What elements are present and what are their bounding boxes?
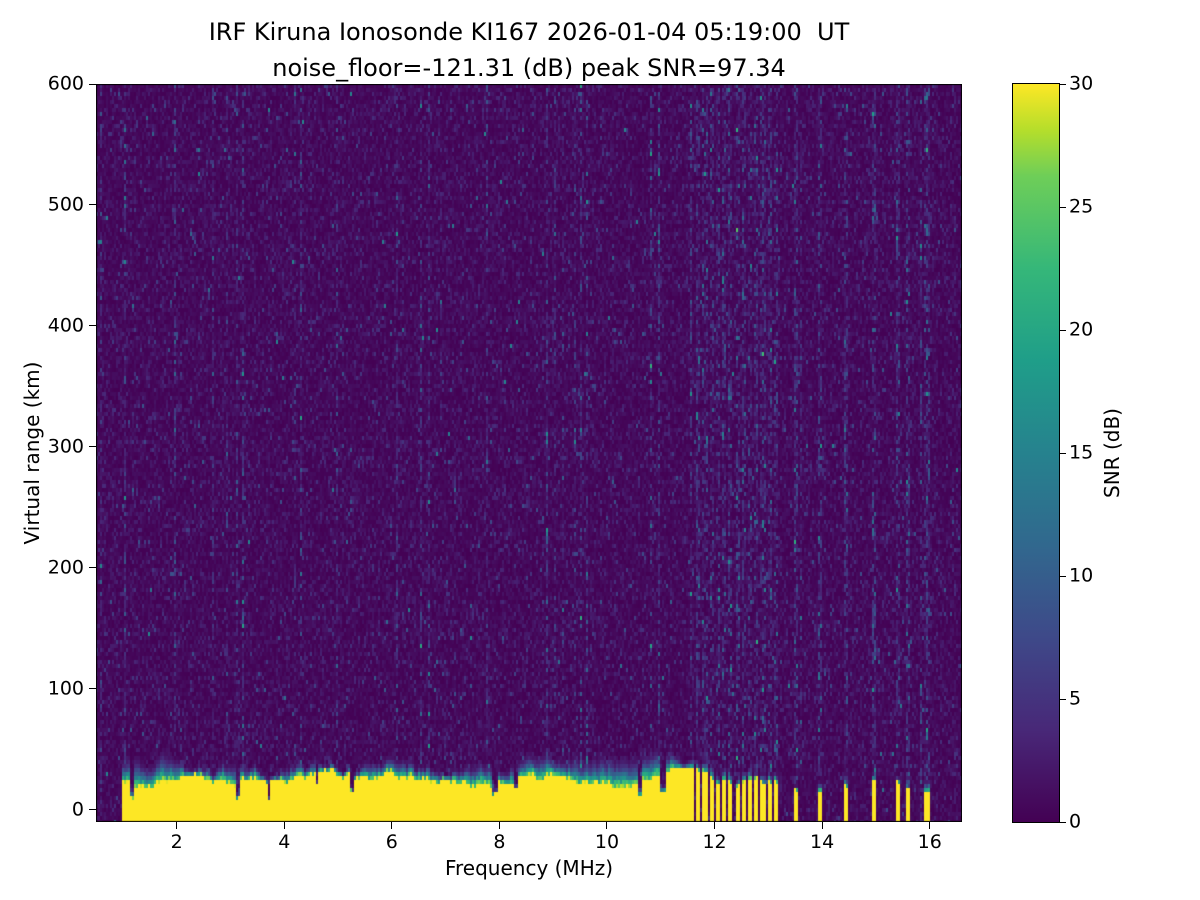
y-tick-mark	[89, 83, 96, 85]
y-tick-mark	[89, 809, 96, 811]
colorbar-tick-label: 5	[1069, 687, 1082, 710]
colorbar-tick-label: 30	[1069, 72, 1094, 95]
chart-subtitle: noise_floor=-121.31 (dB) peak SNR=97.34	[272, 54, 786, 82]
colorbar-tick-label: 15	[1069, 441, 1094, 464]
chart-title: IRF Kiruna Ionosonde KI167 2026-01-04 05…	[208, 18, 850, 46]
colorbar-tick-label: 25	[1069, 195, 1094, 218]
x-tick-mark	[929, 822, 931, 829]
y-tick-mark	[89, 204, 96, 206]
y-tick-mark	[89, 567, 96, 569]
ionogram-heatmap	[96, 84, 962, 822]
y-tick-label: 300	[47, 435, 84, 458]
y-tick-label: 400	[47, 314, 84, 337]
y-tick-label: 100	[47, 677, 84, 700]
x-tick-label: 6	[385, 831, 398, 853]
colorbar	[1012, 83, 1060, 823]
colorbar-tick-mark	[1060, 329, 1066, 331]
colorbar-tick-label: 10	[1069, 564, 1094, 587]
colorbar-tick-mark	[1060, 698, 1066, 700]
y-tick-label: 0	[71, 798, 84, 821]
x-axis-label: Frequency (MHz)	[444, 856, 614, 880]
colorbar-label: SNR (dB)	[1100, 408, 1124, 498]
x-tick-mark	[821, 822, 823, 829]
x-tick-label: 14	[810, 831, 835, 853]
y-tick-label: 200	[47, 556, 84, 579]
x-tick-mark	[498, 822, 500, 829]
y-tick-mark	[89, 446, 96, 448]
y-tick-mark	[89, 325, 96, 327]
colorbar-tick-label: 20	[1069, 318, 1094, 341]
x-tick-label: 4	[278, 831, 291, 853]
y-tick-mark	[89, 688, 96, 690]
x-tick-label: 8	[493, 831, 506, 853]
y-tick-label: 500	[47, 193, 84, 216]
colorbar-tick-label: 0	[1069, 810, 1082, 833]
colorbar-tick-mark	[1060, 821, 1066, 823]
x-tick-label: 10	[594, 831, 620, 853]
x-tick-mark	[606, 822, 608, 829]
x-tick-mark	[714, 822, 716, 829]
x-tick-mark	[283, 822, 285, 829]
x-tick-mark	[391, 822, 393, 829]
colorbar-tick-mark	[1060, 575, 1066, 577]
colorbar-tick-mark	[1060, 206, 1066, 208]
colorbar-tick-mark	[1060, 83, 1066, 85]
x-tick-label: 12	[702, 831, 727, 853]
colorbar-tick-mark	[1060, 452, 1066, 454]
x-tick-label: 2	[170, 831, 183, 853]
x-tick-label: 16	[917, 831, 942, 853]
y-tick-label: 600	[47, 72, 84, 95]
x-tick-mark	[176, 822, 178, 829]
